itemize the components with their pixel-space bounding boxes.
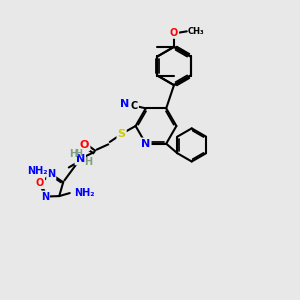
Text: N: N <box>120 99 129 109</box>
Text: N: N <box>76 154 85 164</box>
Text: O: O <box>80 140 89 150</box>
Text: S: S <box>118 129 126 139</box>
Text: H: H <box>75 148 82 158</box>
Text: O: O <box>170 28 178 38</box>
Text: C: C <box>131 101 138 111</box>
Text: NH₂: NH₂ <box>28 166 48 176</box>
Text: NH₂: NH₂ <box>74 188 95 198</box>
Text: CH₃: CH₃ <box>187 27 204 36</box>
Text: H: H <box>85 157 93 166</box>
Text: O: O <box>36 178 44 188</box>
Text: N: N <box>141 139 150 149</box>
Text: H: H <box>70 149 78 159</box>
Text: N: N <box>47 169 55 179</box>
Text: N: N <box>41 192 49 202</box>
